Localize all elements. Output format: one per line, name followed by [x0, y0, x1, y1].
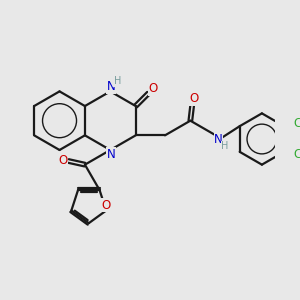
- Text: H: H: [221, 141, 229, 151]
- Text: Cl: Cl: [293, 117, 300, 130]
- Text: N: N: [107, 148, 116, 161]
- Text: O: O: [148, 82, 158, 95]
- Text: N: N: [107, 80, 116, 93]
- Text: O: O: [189, 92, 199, 105]
- Text: N: N: [214, 133, 223, 146]
- Text: Cl: Cl: [293, 148, 300, 161]
- Text: O: O: [102, 199, 111, 212]
- Text: O: O: [58, 154, 68, 166]
- Text: H: H: [114, 76, 121, 86]
